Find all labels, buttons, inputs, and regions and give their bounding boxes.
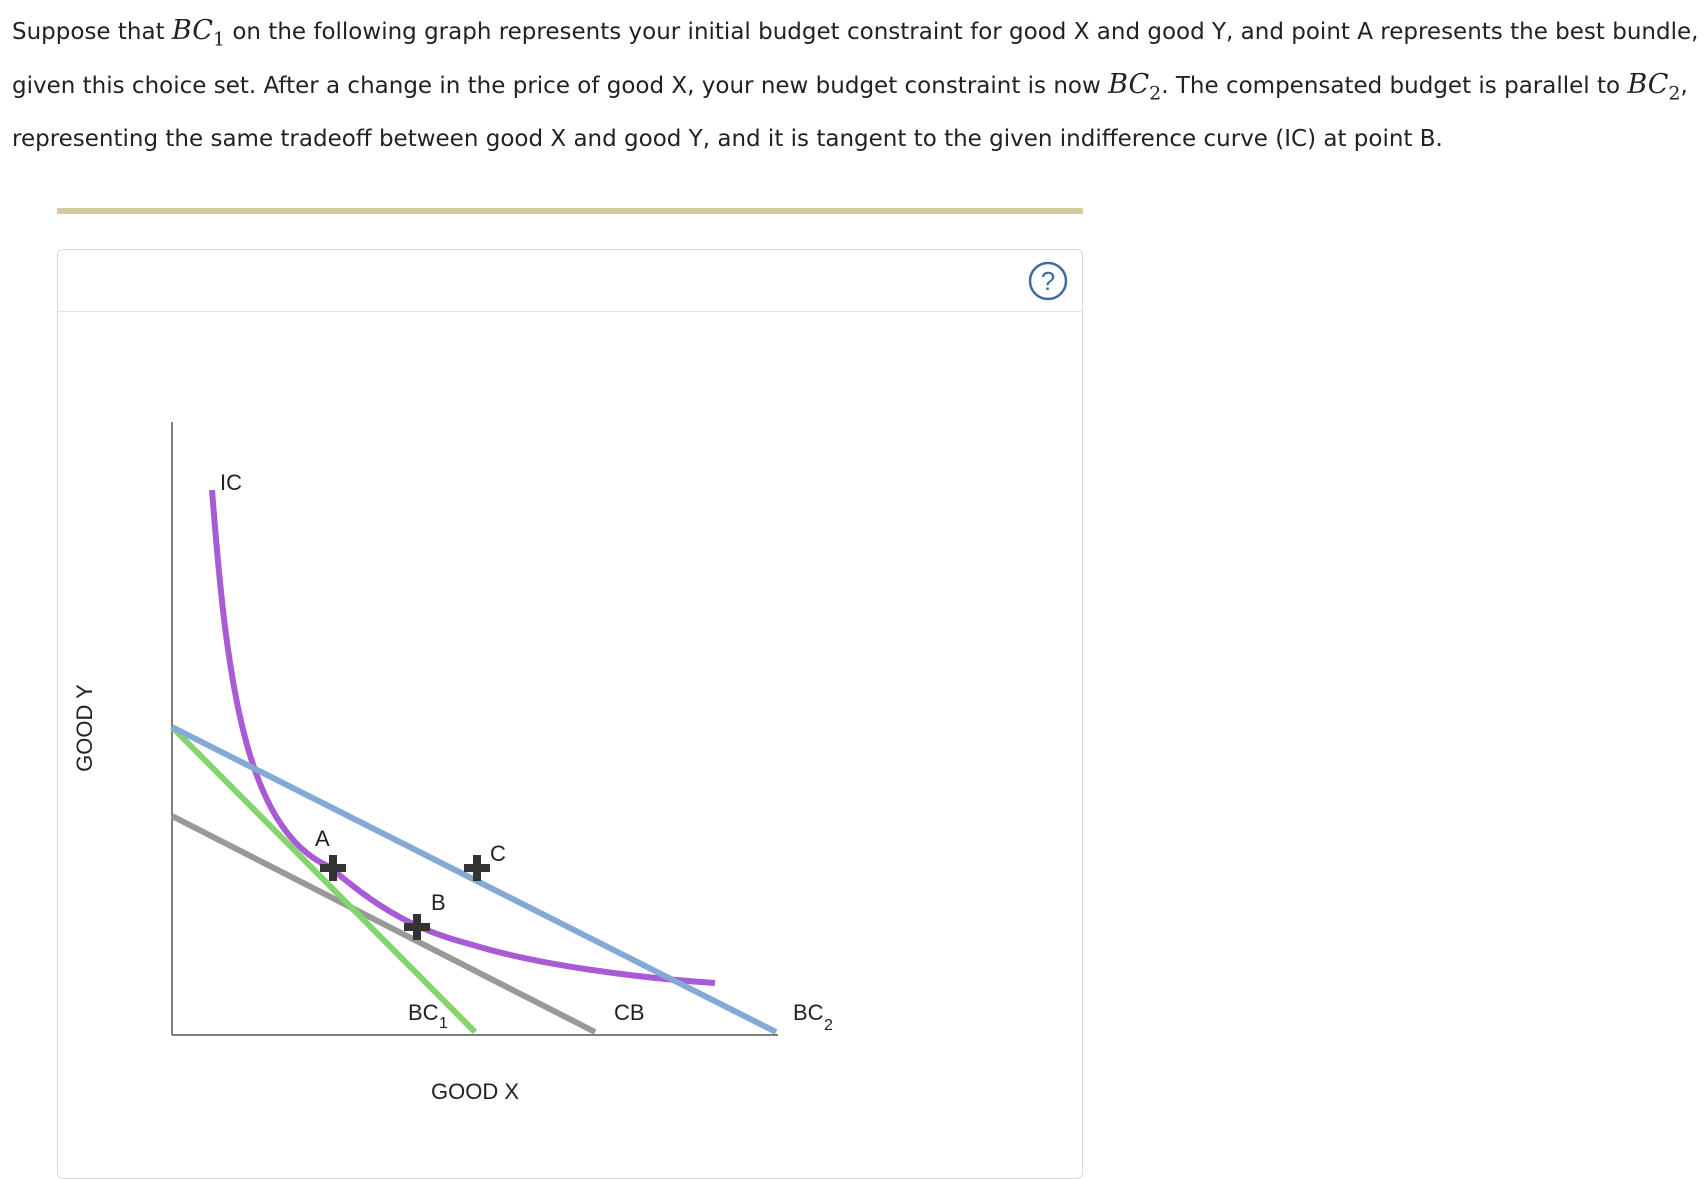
point-a-label: A — [315, 826, 330, 851]
x-axis-label: GOOD X — [431, 1079, 519, 1104]
ic-label: IC — [220, 470, 242, 495]
y-axis-label: GOOD Y — [72, 684, 97, 772]
cb-label: CB — [614, 1000, 645, 1025]
question-part-4: , representing the same tradeoff between… — [12, 73, 1688, 152]
point-c-label: C — [490, 841, 506, 866]
cb-line — [170, 813, 597, 1035]
question-part-2: on the following graph represents your i… — [12, 19, 1699, 100]
bc1-label: BC 1 — [408, 1000, 448, 1032]
question-text: Suppose that BC1 on the following graph … — [12, 8, 1702, 162]
graph-panel-header: ? — [58, 250, 1082, 312]
bc2-label: BC 2 — [793, 1000, 833, 1034]
ic-curve — [209, 489, 716, 986]
svg-text:?: ? — [1041, 266, 1055, 296]
point-b-label: B — [431, 890, 446, 915]
bc1-math: BC1 — [171, 15, 226, 51]
section-divider — [57, 208, 1083, 214]
graph-panel: ? IC A B C BC 1 — [57, 249, 1083, 1179]
question-part-1: Suppose that — [12, 19, 172, 45]
question-part-3: . The compensated budget is parallel to — [1161, 73, 1628, 100]
bc2-math-second: BC2 — [1627, 69, 1681, 105]
point-a-marker[interactable] — [320, 855, 346, 881]
svg-text:2: 2 — [824, 1017, 833, 1034]
svg-text:BC: BC — [793, 1000, 824, 1025]
point-c-marker[interactable] — [464, 855, 490, 881]
point-b-marker[interactable] — [404, 914, 430, 940]
consumer-choice-graph: IC A B C BC 1 CB BC 2 GOOD X GOOD Y — [72, 422, 833, 1104]
question-circle-icon[interactable]: ? — [1028, 261, 1068, 301]
bc2-math: BC2 — [1108, 69, 1162, 105]
svg-text:1: 1 — [439, 1015, 448, 1032]
bc1-line — [169, 724, 478, 1035]
svg-text:BC: BC — [408, 1000, 439, 1025]
